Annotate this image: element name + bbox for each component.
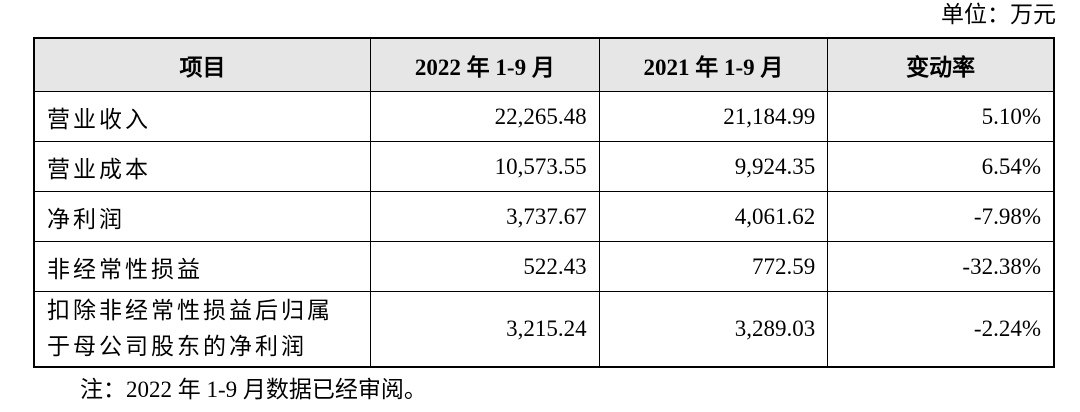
header-cell: 变动率 bbox=[827, 37, 1055, 92]
value-cell: 3,289.03 bbox=[598, 291, 829, 368]
header-cell: 项目 bbox=[33, 37, 372, 92]
value-cell: 10,573.55 bbox=[370, 141, 600, 192]
value-cell: 5.10% bbox=[827, 91, 1055, 142]
row-label: 营业成本 bbox=[47, 156, 151, 182]
row-label-cell: 扣除非经常性损益后归属于母公司股东的净利润 bbox=[33, 291, 372, 368]
row-label-cell: 营业成本 bbox=[33, 141, 372, 192]
value-cell: -2.24% bbox=[827, 291, 1055, 368]
header-cell: 2022 年 1-9 月 bbox=[370, 37, 600, 92]
data-table: 项目 2022 年 1-9 月 2021 年 1-9 月变动率 营业收入 22,265… bbox=[33, 37, 1055, 368]
value-cell: -7.98% bbox=[827, 191, 1055, 242]
row-label-cell: 净利润 bbox=[33, 191, 372, 242]
value-cell: 522.43 bbox=[370, 241, 600, 292]
table-row: 营业成本 10,573.55 9,924.35 6.54% bbox=[33, 141, 1055, 192]
table-row: 净利润 3,737.67 4,061.62 -7.98% bbox=[33, 191, 1055, 242]
value-cell: 4,061.62 bbox=[598, 191, 829, 242]
table-body: 营业收入 22,265.48 21,184.99 5.10% 营业成本 10,573.55… bbox=[33, 91, 1055, 368]
value-cell: 21,184.99 bbox=[598, 91, 829, 142]
value-cell: 3,215.24 bbox=[370, 291, 600, 368]
row-label: 非经常性损益 bbox=[47, 256, 203, 282]
header-row: 项目 2022 年 1-9 月 2021 年 1-9 月变动率 bbox=[33, 37, 1055, 92]
header-cell: 2021 年 1-9 月 bbox=[598, 37, 829, 92]
unit-label: 单位：万元 bbox=[941, 2, 1056, 27]
value-cell: 9,924.35 bbox=[598, 141, 829, 192]
value-cell: 772.59 bbox=[598, 241, 829, 292]
row-label-cell: 非经常性损益 bbox=[33, 241, 372, 292]
row-label: 扣除非经常性损益后归属于母公司股东的净利润 bbox=[47, 298, 333, 359]
table-row: 非经常性损益 522.43 772.59 -32.38% bbox=[33, 241, 1055, 292]
note: 注：2022 年 1-9 月数据已经审阅。 bbox=[80, 377, 427, 402]
value-cell: 6.54% bbox=[827, 141, 1055, 192]
row-label-cell: 营业收入 bbox=[33, 91, 372, 142]
value-cell: 3,737.67 bbox=[370, 191, 600, 242]
value-cell: -32.38% bbox=[827, 241, 1055, 292]
row-label: 营业收入 bbox=[47, 106, 151, 132]
row-label: 净利润 bbox=[47, 206, 125, 232]
table-row: 营业收入 22,265.48 21,184.99 5.10% bbox=[33, 91, 1055, 142]
table-row: 扣除非经常性损益后归属于母公司股东的净利润 3,215.24 3,289.03 -2.… bbox=[33, 291, 1055, 368]
value-cell: 22,265.48 bbox=[370, 91, 600, 142]
